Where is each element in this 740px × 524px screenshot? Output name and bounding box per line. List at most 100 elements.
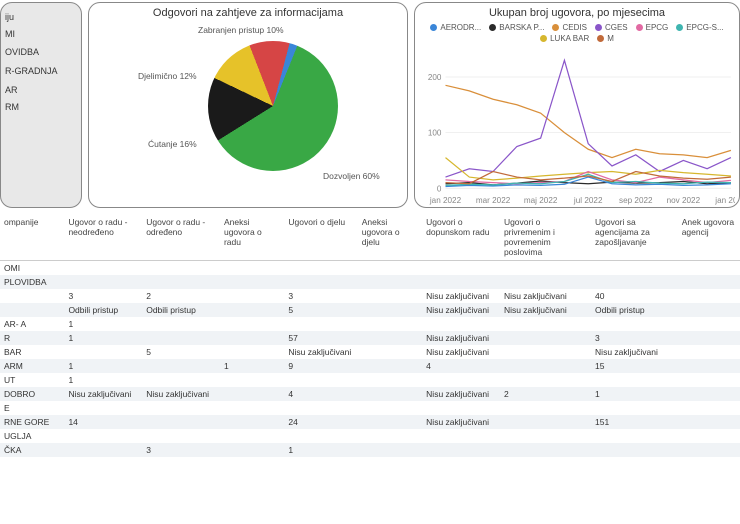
table-cell	[220, 345, 284, 359]
table-cell	[678, 415, 740, 429]
line-chart[interactable]: 0100200jan 2022mar 2022maj 2022jul 2022s…	[419, 45, 735, 207]
table-cell	[358, 317, 422, 331]
table-header[interactable]: Ugovori o dopunskom radu	[422, 214, 500, 261]
svg-text:jul 2022: jul 2022	[573, 196, 603, 205]
table-row[interactable]: UGLJA	[0, 429, 740, 443]
table-cell	[500, 415, 591, 429]
table-cell	[358, 345, 422, 359]
table-cell	[358, 401, 422, 415]
legend-item[interactable]: AERODR...	[430, 23, 481, 32]
table-cell	[358, 275, 422, 289]
table-cell	[284, 401, 357, 415]
pie-chart[interactable]: Dozvoljen 60%Ćutanje 16%Djelimično 12%Za…	[158, 21, 338, 191]
table-cell: 3	[142, 443, 220, 457]
legend-item[interactable]: CGES	[595, 23, 628, 32]
table-cell	[500, 331, 591, 345]
table-cell: AR- A	[0, 317, 64, 331]
table-header[interactable]: Ugovor o radu - određeno	[142, 214, 220, 261]
table-cell	[142, 401, 220, 415]
table-header[interactable]: Ugovor o radu - neodređeno	[64, 214, 142, 261]
table-cell	[591, 443, 678, 457]
table-cell: 9	[284, 359, 357, 373]
table-row[interactable]: ARM119415	[0, 359, 740, 373]
table-cell: Odbili pristup	[64, 303, 142, 317]
table-row[interactable]: ČKA31	[0, 443, 740, 457]
table-cell: UT	[0, 373, 64, 387]
table-cell	[142, 275, 220, 289]
table-row[interactable]: PLOVIDBA	[0, 275, 740, 289]
table-cell: 3	[284, 289, 357, 303]
table-cell: Nisu zaključivani	[142, 387, 220, 401]
table-cell: 57	[284, 331, 357, 345]
sidebar-item-1[interactable]: MI	[5, 26, 77, 43]
table-cell: Nisu zaključivani	[500, 289, 591, 303]
contracts-table: ompanijeUgovor o radu - neodređenoUgovor…	[0, 214, 740, 457]
table-header[interactable]: Ugovori o privremenim i povremenim poslo…	[500, 214, 591, 261]
table-cell: 40	[591, 289, 678, 303]
table-cell	[142, 331, 220, 345]
table-row[interactable]: UT1	[0, 373, 740, 387]
table-cell: Nisu zaključivani	[422, 345, 500, 359]
table-cell: ARM	[0, 359, 64, 373]
table-cell	[220, 317, 284, 331]
table-cell	[422, 401, 500, 415]
legend-item[interactable]: LUKA BAR	[540, 34, 589, 43]
table-row[interactable]: AR- A1	[0, 317, 740, 331]
table-cell	[220, 331, 284, 345]
legend-item[interactable]: BARSKA P...	[489, 23, 544, 32]
table-row[interactable]: RNE GORE1424Nisu zaključivani151	[0, 415, 740, 429]
table-cell	[500, 359, 591, 373]
table-cell	[64, 401, 142, 415]
table-row[interactable]: Odbili pristupOdbili pristup5Nisu zaklju…	[0, 303, 740, 317]
svg-text:100: 100	[428, 129, 442, 138]
table-cell	[500, 401, 591, 415]
sidebar-item-4[interactable]: R-GRADNJA	[5, 63, 77, 80]
table-cell	[500, 429, 591, 443]
table-cell: Nisu zaključivani	[422, 289, 500, 303]
table-row[interactable]: 323Nisu zaključivaniNisu zaključivani40	[0, 289, 740, 303]
pie-slice-label: Zabranjen pristup 10%	[198, 25, 284, 35]
table-row[interactable]: E	[0, 401, 740, 415]
table-cell	[220, 387, 284, 401]
table-header[interactable]: Ugovori sa agencijama za zapošljavanje	[591, 214, 678, 261]
table-header[interactable]: ompanije	[0, 214, 64, 261]
table-cell: 151	[591, 415, 678, 429]
table-row[interactable]: R157Nisu zaključivani3	[0, 331, 740, 345]
table-header[interactable]: Aneksi ugovora o djelu	[358, 214, 422, 261]
table-row[interactable]: BAR5Nisu zaključivaniNisu zaključivaniNi…	[0, 345, 740, 359]
table-cell	[220, 401, 284, 415]
table-cell	[358, 359, 422, 373]
table-cell	[678, 429, 740, 443]
table-cell	[358, 289, 422, 303]
legend-item[interactable]: M	[597, 34, 614, 43]
table-header[interactable]: Ugovori o djelu	[284, 214, 357, 261]
sidebar-item-7[interactable]: RM	[5, 99, 77, 116]
table-cell: 15	[591, 359, 678, 373]
table-cell: 24	[284, 415, 357, 429]
table-cell	[591, 261, 678, 276]
table-row[interactable]: OMI	[0, 261, 740, 276]
table-cell: Nisu zaključivani	[422, 415, 500, 429]
table-cell: 2	[142, 289, 220, 303]
table-cell: Nisu zaključivani	[500, 303, 591, 317]
table-row[interactable]: DOBRONisu zaključivaniNisu zaključivani4…	[0, 387, 740, 401]
data-table-area[interactable]: ompanijeUgovor o radu - neodređenoUgovor…	[0, 214, 740, 524]
table-cell	[284, 429, 357, 443]
legend-item[interactable]: EPCG	[636, 23, 669, 32]
table-cell	[591, 373, 678, 387]
table-cell	[422, 275, 500, 289]
table-header[interactable]: Aneksi ugovora o radu	[220, 214, 284, 261]
sidebar-item-6[interactable]: AR	[5, 82, 77, 99]
sidebar-item-0[interactable]: iju	[5, 9, 77, 26]
sidebar-item-2[interactable]: OVIDBA	[5, 44, 77, 61]
table-cell	[358, 429, 422, 443]
table-cell	[142, 429, 220, 443]
legend-item[interactable]: EPCG-S...	[676, 23, 723, 32]
table-cell: 1	[284, 443, 357, 457]
table-cell	[358, 303, 422, 317]
legend-item[interactable]: CEDIS	[552, 23, 586, 32]
table-cell	[64, 443, 142, 457]
svg-text:0: 0	[437, 184, 442, 193]
table-header[interactable]: Anek ugovora agencij	[678, 214, 740, 261]
table-cell	[64, 261, 142, 276]
